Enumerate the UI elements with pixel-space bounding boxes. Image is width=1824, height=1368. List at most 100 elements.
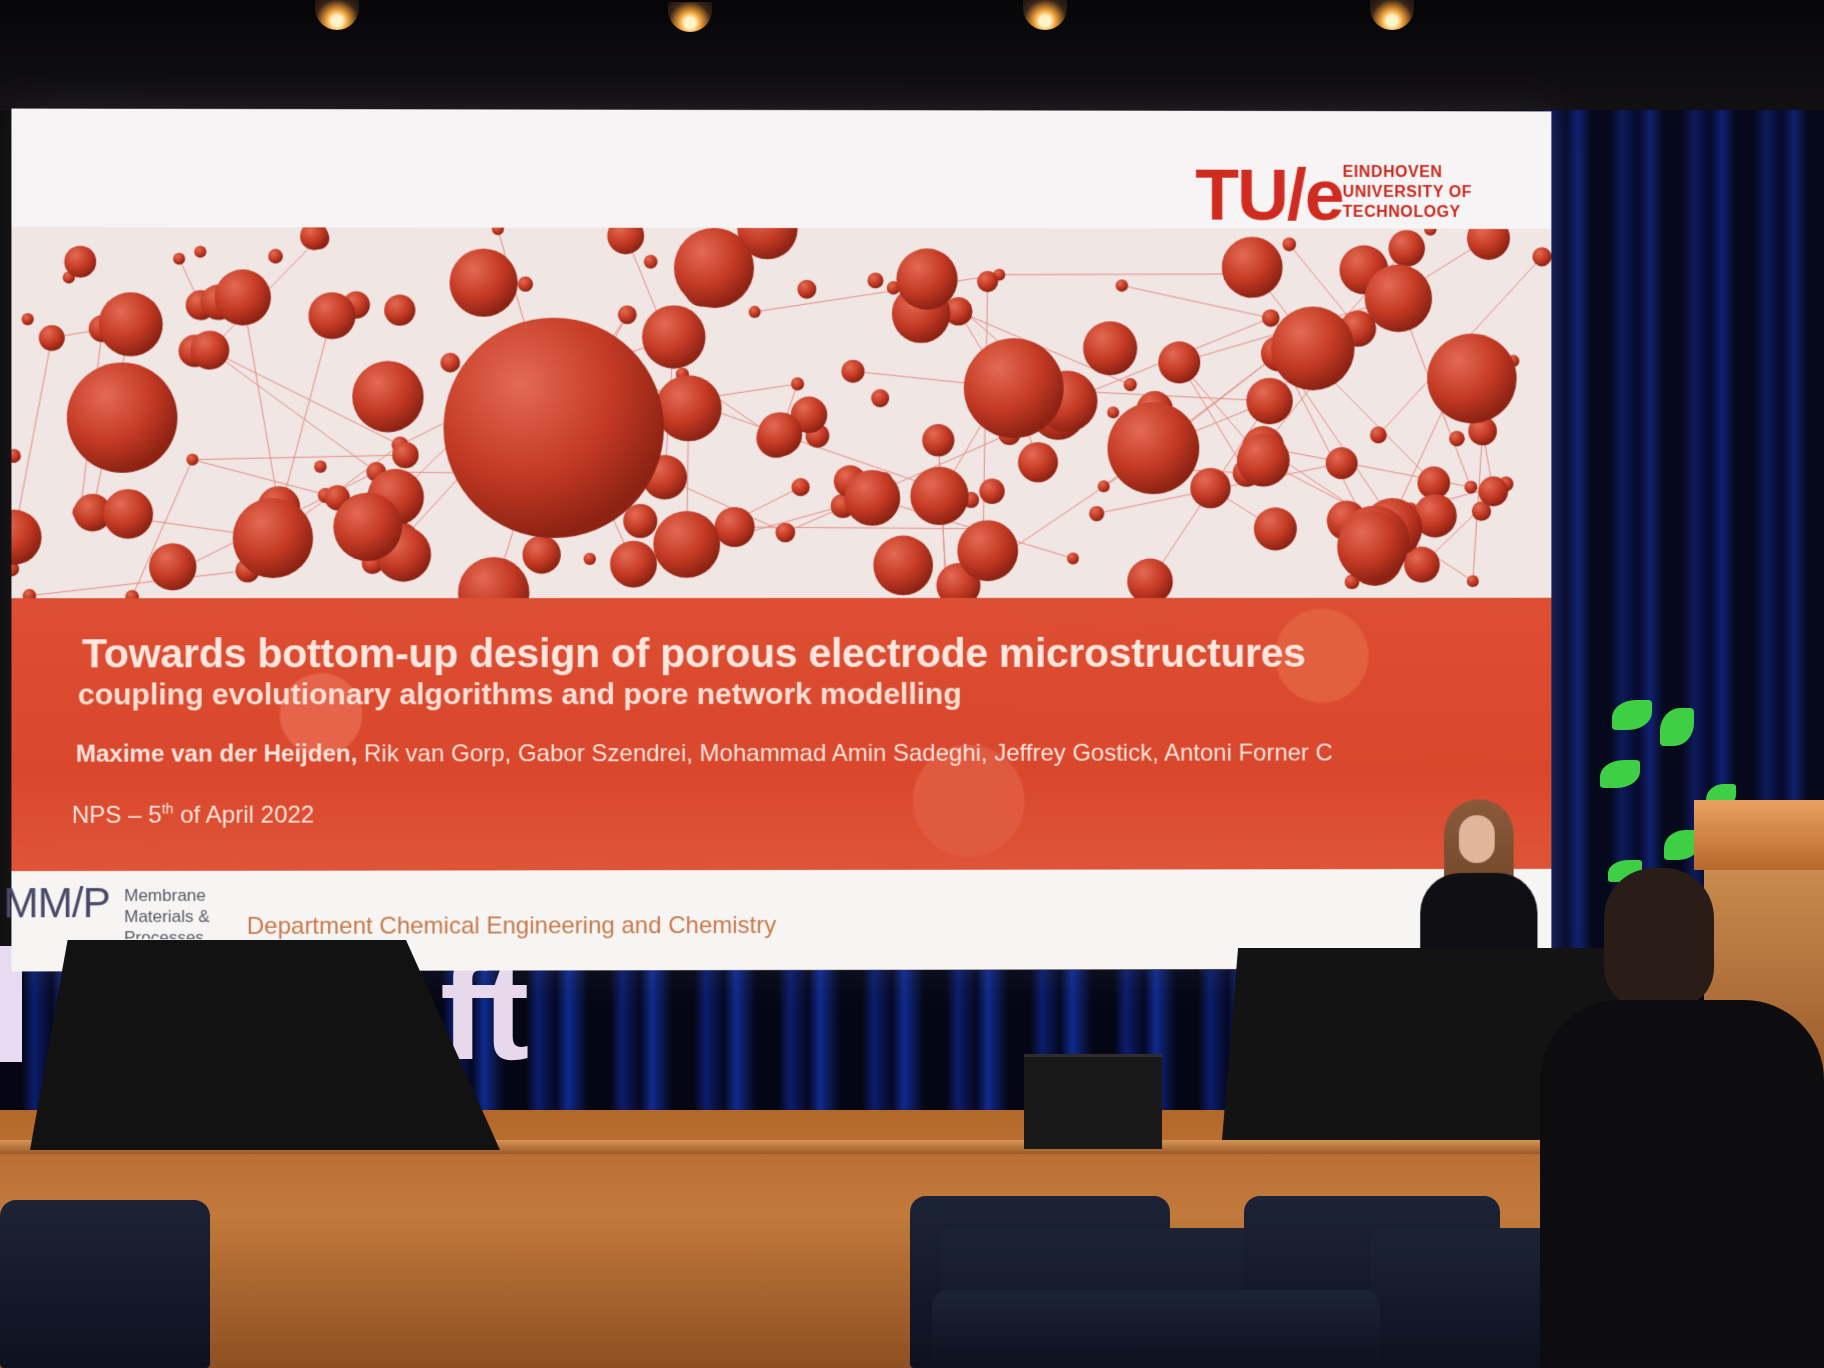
network-link — [14, 338, 52, 537]
projection-screen: TU/e EINDHOVEN UNIVERSITY OF TECHNOLOGY … — [11, 109, 1551, 972]
pore-network-image — [11, 227, 1551, 598]
pore-sphere — [871, 389, 889, 407]
pore-sphere — [610, 541, 657, 588]
stage-monitor — [1024, 1054, 1162, 1149]
pore-sphere — [1089, 506, 1104, 521]
pore-sphere — [1127, 559, 1173, 599]
pore-sphere — [653, 511, 720, 578]
pore-sphere — [867, 272, 883, 288]
coauthors: Rik van Gorp, Gabor Szendrei, Mohammad A… — [357, 740, 1332, 768]
pore-sphere — [333, 493, 402, 562]
pore-sphere — [977, 271, 998, 292]
pore-sphere — [1116, 279, 1128, 291]
pore-sphere — [149, 543, 196, 590]
pore-sphere — [749, 306, 761, 318]
pore-sphere — [39, 325, 65, 351]
pore-sphere — [23, 589, 36, 598]
pore-sphere — [308, 292, 355, 339]
mmp-line: Materials & — [124, 906, 245, 927]
pore-sphere — [64, 246, 96, 278]
pore-sphere — [896, 248, 957, 309]
pore-sphere — [979, 479, 1004, 504]
pore-sphere — [1478, 477, 1508, 507]
tue-name-line: TECHNOLOGY — [1343, 203, 1502, 223]
pore-sphere — [314, 460, 327, 473]
pore-sphere — [1262, 309, 1280, 327]
pore-sphere — [1464, 481, 1477, 494]
pore-sphere — [1427, 334, 1516, 424]
presenter-face — [1459, 815, 1495, 863]
mmp-text: Membrane Materials & Processes — [124, 885, 245, 939]
event-sup: th — [162, 801, 174, 817]
network-link — [192, 455, 405, 460]
tue-name-line: EINDHOVEN — [1343, 163, 1502, 183]
pore-sphere — [1365, 265, 1432, 332]
pore-sphere — [1337, 511, 1408, 582]
pore-sphere — [11, 449, 20, 463]
pore-sphere — [1083, 321, 1137, 375]
pore-sphere — [1246, 378, 1292, 425]
pore-sphere — [656, 375, 722, 441]
network-link — [735, 527, 984, 529]
network-link — [999, 274, 1256, 275]
pore-sphere — [518, 277, 533, 292]
podium-top — [1694, 800, 1824, 870]
pore-sphere — [957, 520, 1018, 581]
pore-sphere — [492, 227, 504, 235]
pore-sphere — [1098, 480, 1110, 492]
pore-sphere — [1158, 341, 1200, 383]
pore-sphere — [352, 361, 423, 432]
pore-sphere — [715, 507, 755, 547]
pore-sphere — [103, 489, 153, 539]
stage-light — [315, 0, 359, 30]
pore-sphere — [194, 246, 206, 258]
pore-sphere — [844, 470, 900, 526]
pore-sphere — [186, 454, 198, 466]
pore-sphere — [618, 305, 637, 324]
author-list: Maxime van der Heijden, Rik van Gorp, Ga… — [76, 740, 1333, 769]
pore-sphere — [584, 553, 596, 565]
pore-sphere — [642, 305, 705, 368]
event-suffix: of April 2022 — [173, 802, 314, 829]
pore-sphere — [674, 228, 754, 308]
pore-sphere — [233, 498, 313, 578]
stage-light — [1370, 0, 1414, 30]
network-link — [210, 350, 376, 472]
audience-head — [1604, 868, 1714, 1008]
network-link — [243, 297, 279, 507]
pore-sphere — [1326, 447, 1358, 479]
stage-light — [668, 2, 712, 32]
pore-sphere — [125, 590, 139, 598]
slide-header: TU/e EINDHOVEN UNIVERSITY OF TECHNOLOGY — [11, 109, 1551, 229]
ceiling — [0, 0, 1824, 110]
pore-sphere — [1108, 402, 1200, 494]
pore-sphere — [1449, 431, 1465, 447]
pore-sphere — [384, 295, 415, 326]
event-prefix: NPS – 5 — [72, 802, 162, 829]
pore-sphere — [215, 269, 271, 325]
department-name: Department Chemical Engineering and Chem… — [247, 912, 776, 941]
pore-sphere — [1254, 507, 1297, 550]
network-link — [785, 434, 1009, 533]
pore-sphere — [1237, 434, 1290, 487]
pore-sphere — [792, 478, 810, 496]
event-date: NPS – 5th of April 2022 — [72, 801, 314, 830]
pore-sphere — [791, 377, 804, 390]
pore-sphere — [392, 442, 418, 468]
pore-sphere — [1190, 468, 1230, 508]
pore-sphere — [1067, 552, 1079, 564]
pore-sphere — [440, 353, 460, 373]
pore-sphere — [922, 424, 954, 456]
pore-sphere — [190, 331, 229, 370]
mmp-line: Membrane — [124, 885, 245, 906]
network-link — [1263, 447, 1493, 491]
pore-sphere — [99, 292, 163, 356]
pore-sphere — [910, 467, 968, 525]
lead-author: Maxime van der Heijden, — [76, 740, 357, 767]
pore-sphere — [67, 362, 178, 472]
pore-sphere — [1124, 378, 1137, 391]
audience-chair — [0, 1200, 210, 1368]
pore-sphere — [1222, 237, 1283, 298]
tue-logo: TU/e — [1195, 155, 1342, 237]
pore-sphere — [797, 280, 816, 299]
